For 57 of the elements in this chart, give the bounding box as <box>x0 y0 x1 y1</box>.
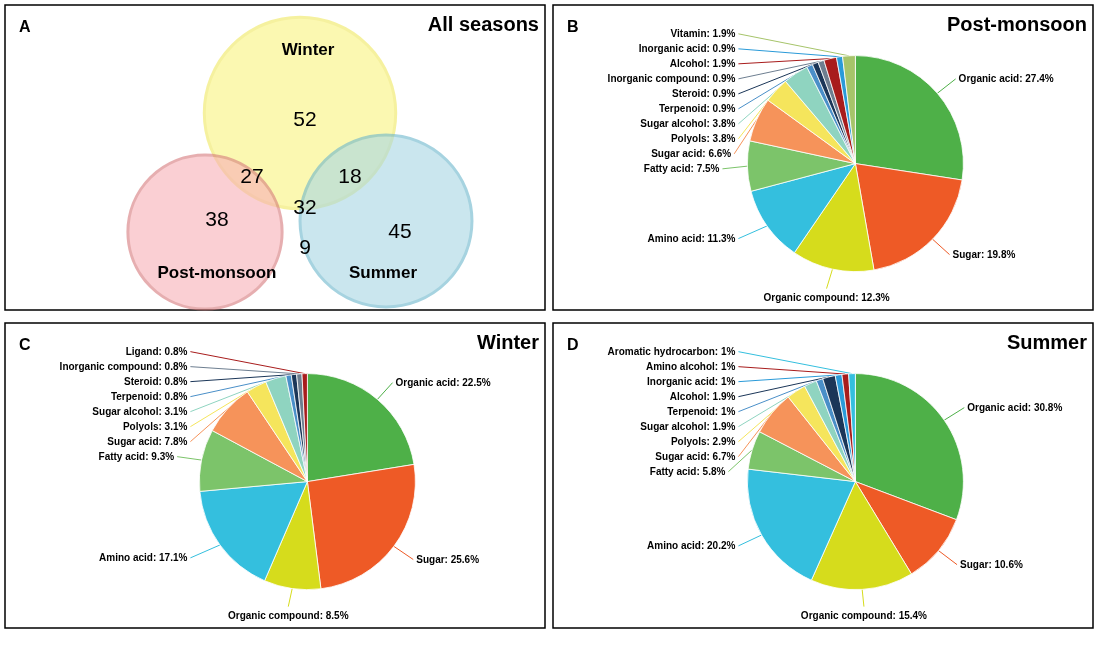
slice-label: Sugar: 19.8% <box>952 248 1016 260</box>
slice-label: Fatty acid: 9.3% <box>98 450 175 462</box>
slice-label: Vitamin: 1.9% <box>670 27 736 39</box>
slice-label: Terpenoid: 1% <box>667 405 736 417</box>
text: D <box>567 336 579 353</box>
slice-label: Organic acid: 22.5% <box>395 376 491 388</box>
slice-label: Sugar alcohol: 1.9% <box>640 420 736 432</box>
slice-label: Inorganic acid: 0.9% <box>638 42 736 54</box>
text: B <box>567 18 579 35</box>
category-label: Winter <box>281 40 335 59</box>
slice-label: Organic compound: 12.3% <box>763 291 890 303</box>
text: 27 <box>240 164 264 187</box>
text: All seasons <box>427 13 539 35</box>
text: C <box>19 336 31 353</box>
text: 52 <box>293 107 317 130</box>
category-label: Post-monsoon <box>157 263 277 282</box>
slice-label: Steroid: 0.8% <box>124 375 188 387</box>
slice-label: Inorganic acid: 1% <box>647 375 736 387</box>
slice-label: Sugar alcohol: 3.8% <box>640 117 736 129</box>
slice-label: Polyols: 2.9% <box>670 435 736 447</box>
slice-label: Sugar alcohol: 3.1% <box>92 405 188 417</box>
slice-label: Alcohol: 1.9% <box>669 57 736 69</box>
slice-label: Amino acid: 20.2% <box>647 539 736 551</box>
slice-label: Organic acid: 30.8% <box>967 401 1063 413</box>
text: 38 <box>205 207 229 230</box>
text: 9 <box>299 235 311 258</box>
slice-label: Alcohol: 1.9% <box>669 390 736 402</box>
slice-label: Terpenoid: 0.8% <box>110 390 188 402</box>
slice-label: Sugar acid: 6.6% <box>651 147 732 159</box>
chart-title: Winter <box>476 331 540 353</box>
slice-label: Sugar acid: 6.7% <box>655 450 736 462</box>
slice-label: Inorganic compound: 0.8% <box>59 360 188 372</box>
text: 45 <box>388 219 412 242</box>
text: A <box>19 18 31 35</box>
slice-label: Amino acid: 11.3% <box>647 232 736 244</box>
chart-title: Summer <box>1006 331 1088 353</box>
slice-label: Steroid: 0.9% <box>672 87 736 99</box>
text: 18 <box>338 164 362 187</box>
slice-label: Polyols: 3.8% <box>670 132 736 144</box>
slice-label: Sugar: 25.6% <box>416 553 480 565</box>
slice-label: Inorganic compound: 0.9% <box>607 72 736 84</box>
slice-label: Polyols: 3.1% <box>122 420 188 432</box>
slice-label: Ligand: 0.8% <box>125 345 188 357</box>
category-label: Summer <box>348 263 418 282</box>
slice-label: Organic compound: 8.5% <box>227 609 349 621</box>
slice-label: Aromatic hydrocarbon: 1% <box>607 345 736 357</box>
chart-title: Post-monsoon <box>947 13 1087 35</box>
slice-label: Amino alcohol: 1% <box>645 360 736 372</box>
slice-label: Fatty acid: 5.8% <box>649 465 726 477</box>
slice-label: Fatty acid: 7.5% <box>643 162 720 174</box>
slice-label: Terpenoid: 0.9% <box>658 102 736 114</box>
slice-label: Organic acid: 27.4% <box>958 72 1054 84</box>
slice-label: Sugar: 10.6% <box>960 558 1023 570</box>
text: 32 <box>293 195 317 218</box>
slice-label: Sugar acid: 7.8% <box>107 435 188 447</box>
slice-label: Amino acid: 17.1% <box>99 551 188 563</box>
slice-label: Organic compound: 15.4% <box>800 609 928 621</box>
